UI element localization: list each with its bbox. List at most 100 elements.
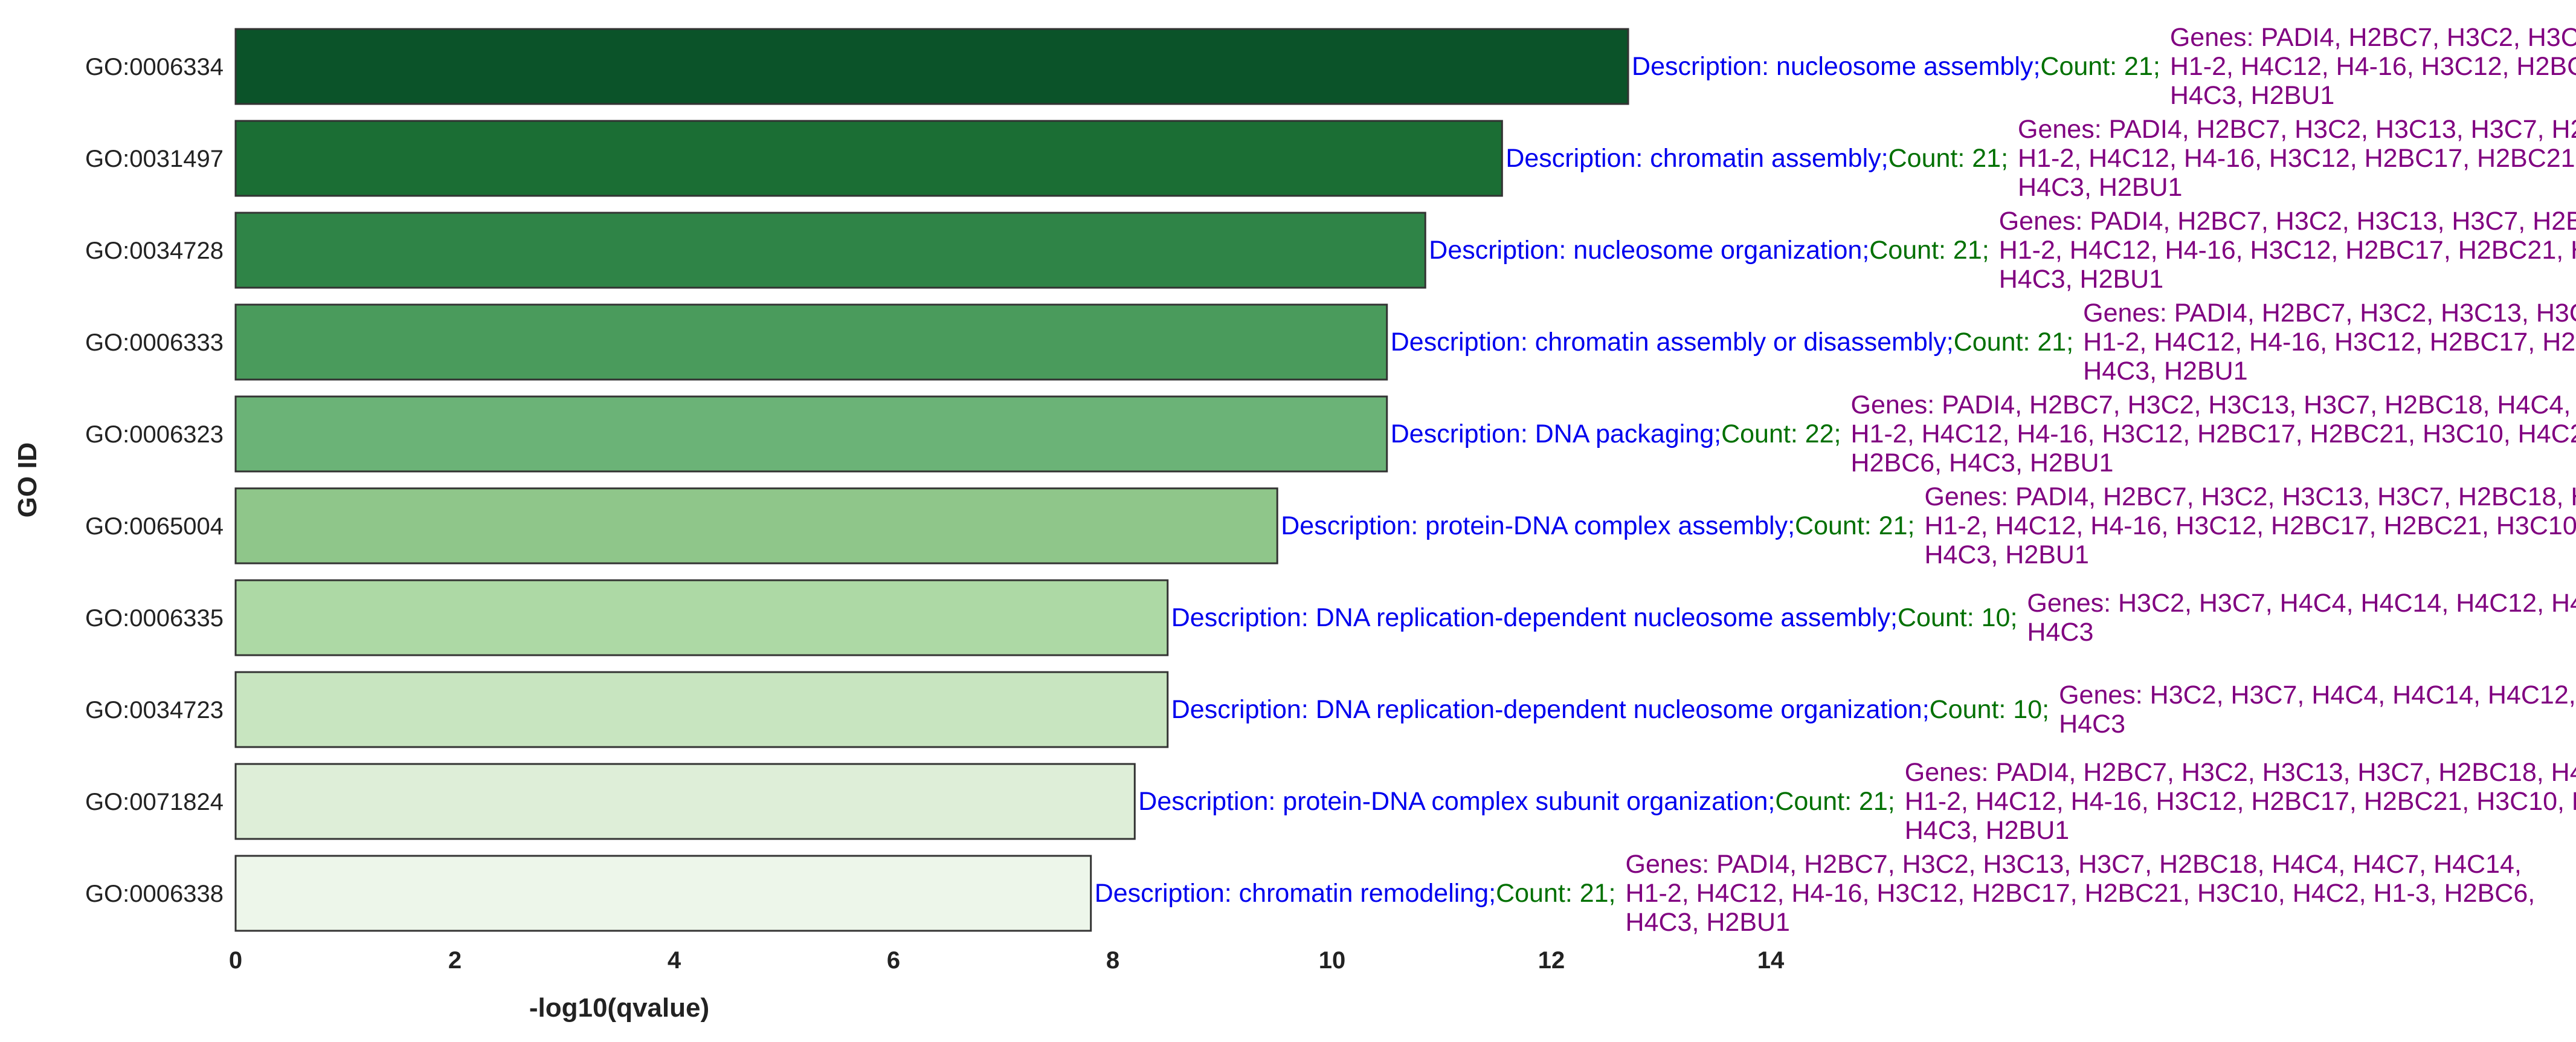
genes-label: Genes: PADI4, H2BC7, H3C2, H3C13, H3C7, … [2083,299,2576,386]
count-label: Count: 21; [1889,144,2008,173]
genes-line: H1-2, H4C12, H4-16, H3C12, H2BC17, H2BC2… [1851,419,2576,448]
bar-go-0031497 [234,120,1503,197]
genes-label: Genes: PADI4, H2BC7, H3C2, H3C13, H3C7, … [2170,23,2576,110]
y-tick-label: GO:0006334 [85,54,224,80]
count-label: Count: 22; [1721,419,1841,448]
genes-line: Genes: PADI4, H2BC7, H3C2, H3C13, H3C7, … [1999,207,2576,236]
bar-annotation: Description: protein-DNA complex subunit… [1138,787,1895,816]
x-tick-label: 2 [448,947,462,974]
y-tick-label: GO:0071824 [85,789,224,815]
bar-go-0006335 [234,579,1169,656]
x-tick-label: 6 [887,947,900,974]
bar-go-0006333 [234,303,1388,381]
genes-line: H4C3, H2BU1 [1905,816,2069,845]
description-label: Description: protein-DNA complex subunit… [1138,787,1775,816]
count-label: Count: 21; [1869,236,1989,265]
description-label: Description: DNA packaging; [1391,419,1721,448]
genes-line: H1-2, H4C12, H4-16, H3C12, H2BC17, H2BC2… [1626,879,2536,908]
x-tick-label: 8 [1106,947,1119,974]
genes-line: H4C3 [2059,710,2125,739]
genes-label: Genes: PADI4, H2BC7, H3C2, H3C13, H3C7, … [1626,850,2536,937]
bar-go-0006338 [234,855,1092,932]
genes-line: H1-2, H4C12, H4-16, H3C12, H2BC17, H2BC2… [2170,52,2576,81]
genes-line: H1-2, H4C12, H4-16, H3C12, H2BC17, H2BC2… [1999,236,2576,265]
genes-label: Genes: PADI4, H2BC7, H3C2, H3C13, H3C7, … [1924,482,2576,569]
count-label: Count: 10; [1930,695,2049,724]
bar-go-0034723 [234,671,1169,748]
description-label: Description: nucleosome assembly; [1632,52,2040,81]
genes-label: Genes: H3C2, H3C7, H4C4, H4C14, H4C12, H… [2059,681,2576,739]
bar-go-0034728 [234,212,1426,289]
genes-line: H4C3, H2BU1 [1626,908,1790,937]
x-tick-label: 10 [1319,947,1346,974]
count-label: Count: 10; [1898,603,2017,632]
y-tick-label: GO:0006333 [85,329,224,356]
genes-line: H4C3, H2BU1 [2083,357,2247,386]
bar-go-0065004 [234,487,1278,565]
genes-line: H2BC6, H4C3, H2BU1 [1851,448,2114,477]
genes-line: H4C3 [2027,618,2093,647]
x-tick-labels-group: 0 2 4 6 8 10 12 14 [229,947,1785,974]
y-tick-labels-group: GO:0006334 GO:0031497 GO:0034728 GO:0006333… [85,54,224,907]
genes-line: H1-2, H4C12, H4-16, H3C12, H2BC17, H2BC2… [1905,787,2576,816]
genes-line: Genes: H3C2, H3C7, H4C4, H4C14, H4C12, H… [2059,681,2576,710]
x-tick-label: 0 [229,947,242,974]
y-tick-label: GO:0006323 [85,421,224,448]
genes-line: Genes: PADI4, H2BC7, H3C2, H3C13, H3C7, … [1851,390,2576,419]
count-label: Count: 21; [2040,52,2160,81]
description-label: Description: chromatin assembly or disas… [1391,328,1954,357]
y-axis-title: GO ID [13,442,42,518]
description-label: Description: DNA replication-dependent n… [1171,695,1930,724]
y-tick-label: GO:0034723 [85,697,224,723]
count-label: Count: 21; [1496,879,1615,908]
x-tick-label: 4 [668,947,681,974]
x-tick-label: 14 [1757,947,1785,974]
bar-annotation: Description: chromatin remodeling;Count:… [1095,879,1616,908]
bar-go-0006323 [234,395,1388,473]
count-label: Count: 21; [1954,328,2073,357]
genes-line: H1-2, H4C12, H4-16, H3C12, H2BC17, H2BC2… [2018,144,2576,173]
genes-line: Genes: PADI4, H2BC7, H3C2, H3C13, H3C7, … [1626,850,2522,879]
genes-line: H1-2, H4C12, H4-16, H3C12, H2BC17, H2BC2… [1924,511,2576,540]
bar-annotation: Description: chromatin assembly or disas… [1391,328,2073,357]
bar-go-0006334 [234,28,1629,105]
genes-label: Genes: PADI4, H2BC7, H3C2, H3C13, H3C7, … [2018,115,2576,202]
genes-line: Genes: PADI4, H2BC7, H3C2, H3C13, H3C7, … [2018,115,2576,144]
genes-line: Genes: PADI4, H2BC7, H3C2, H3C13, H3C7, … [1905,758,2576,787]
count-label: Count: 21; [1795,511,1914,540]
y-tick-label: GO:0006338 [85,881,224,907]
genes-label: Genes: PADI4, H2BC7, H3C2, H3C13, H3C7, … [1851,390,2576,477]
genes-line: Genes: H3C2, H3C7, H4C4, H4C14, H4C12, H… [2027,589,2576,618]
genes-line: Genes: PADI4, H2BC7, H3C2, H3C13, H3C7, … [2083,299,2576,328]
genes-line: H4C3, H2BU1 [1999,265,2163,294]
genes-line: Genes: PADI4, H2BC7, H3C2, H3C13, H3C7, … [2170,23,2576,52]
bar-annotation: Description: chromatin assembly;Count: 2… [1505,144,2008,173]
bar-annotations-group: Description: nucleosome assembly;Count: … [1095,23,2576,937]
genes-line: H4C3, H2BU1 [2018,173,2182,202]
x-axis-title: -log10(qvalue) [529,993,709,1023]
genes-line: H4C3, H2BU1 [1924,540,2088,569]
bar-annotation: Description: nucleosome organization;Cou… [1429,236,1989,265]
bar-annotation: Description: protein-DNA complex assembl… [1281,511,1914,540]
bar-annotation: Description: nucleosome assembly;Count: … [1632,52,2160,81]
y-tick-label: GO:0065004 [85,513,224,540]
genes-line: H1-2, H4C12, H4-16, H3C12, H2BC17, H2BC2… [2083,328,2576,357]
y-tick-label: GO:0031497 [85,146,224,172]
y-tick-label: GO:0006335 [85,605,224,632]
bars-group [234,28,1629,932]
genes-label: Genes: PADI4, H2BC7, H3C2, H3C13, H3C7, … [1999,207,2576,294]
genes-line: H4C3, H2BU1 [2170,81,2334,110]
y-tick-label: GO:0034728 [85,238,224,264]
bar-go-0071824 [234,763,1136,840]
bar-annotation: Description: DNA replication-dependent n… [1171,695,2049,724]
bar-annotation: Description: DNA packaging;Count: 22; [1391,419,1841,448]
description-label: Description: nucleosome organization; [1429,236,1869,265]
description-label: Description: DNA replication-dependent n… [1171,603,1898,632]
description-label: Description: protein-DNA complex assembl… [1281,511,1795,540]
description-label: Description: chromatin remodeling; [1095,879,1496,908]
count-label: Count: 21; [1775,787,1895,816]
x-tick-label: 12 [1538,947,1565,974]
bar-annotation: Description: DNA replication-dependent n… [1171,603,2018,632]
genes-label: Genes: PADI4, H2BC7, H3C2, H3C13, H3C7, … [1905,758,2576,845]
